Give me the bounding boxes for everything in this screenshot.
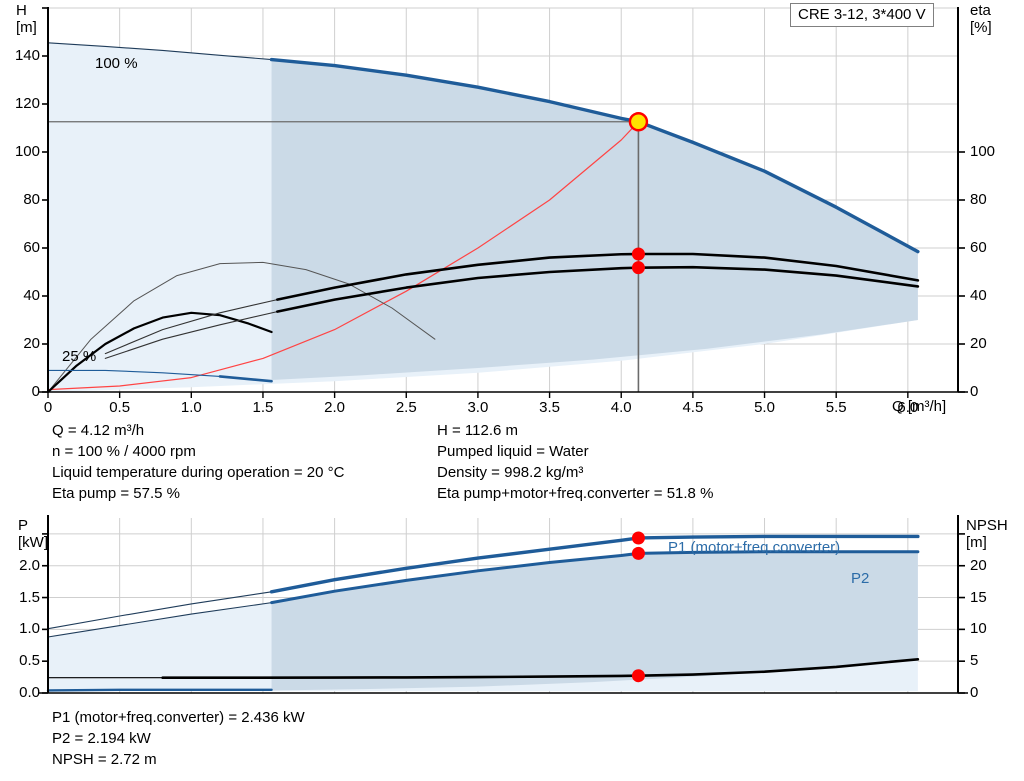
head-x-tick-label: 1.5: [252, 399, 274, 416]
power-curve-npsh: [161, 657, 920, 680]
head-x-tick-label: 4.0: [610, 399, 632, 416]
info-top-left-line-0: Q = 4.12 m³/h: [52, 422, 145, 439]
head-curve-eta-total: [275, 265, 920, 313]
power-y2-axis-title: NPSH [m]: [966, 517, 1008, 551]
info-top-right-line-2: Density = 998.2 kg/m³: [437, 464, 584, 481]
power-y2-tick-label: 0: [970, 684, 979, 701]
info-top-right-line-3: Eta pump+motor+freq.converter = 51.8 %: [437, 485, 714, 502]
head-band-mid: [271, 59, 918, 380]
info-top-left-line-3: Eta pump = 57.5 %: [52, 485, 180, 502]
power-curve-p2-envelope: [47, 602, 273, 638]
head-curve-h: [269, 57, 920, 254]
info-bottom-line-2: NPSH = 2.72 m: [52, 751, 157, 768]
head-y2-tick-label: 0: [970, 383, 979, 400]
head-x-tick-label: 5.5: [825, 399, 847, 416]
power-duty-marker-p2: [631, 546, 645, 560]
power-curve-low: [46, 688, 273, 692]
head-y2-tick-label: 80: [970, 191, 987, 208]
chart-title: CRE 3-12, 3*400 V: [790, 3, 934, 27]
head-x-tick-label: 0.5: [109, 399, 131, 416]
power-y2-tick-label: 15: [970, 588, 987, 606]
head-chart-canvas: [38, 7, 968, 398]
power-duty-marker-npsh: [631, 669, 645, 683]
power-curve-p2: [270, 550, 920, 605]
head-y-axis-symbol: H: [16, 2, 27, 19]
power-y-tick-label: 1.0: [19, 620, 40, 638]
power-chart: P [kW] NPSH [m] P1 (motor+freq.converter) …: [0, 515, 1024, 705]
head-x-tick-label: 2.0: [324, 399, 346, 416]
power-y-axis-unit: [kW]: [18, 534, 48, 551]
head-x-tick-label: 4.5: [682, 399, 704, 416]
power-y-tick-label: 2.0: [19, 556, 40, 574]
head-x-axis-title: Q [m³/h]: [892, 398, 947, 415]
info-bottom-line-0: P1 (motor+freq.converter) = 2.436 kW: [52, 709, 305, 726]
head-y2-axis-symbol: eta: [970, 2, 991, 19]
info-top-left-line-1: n = 100 % / 4000 rpm: [52, 443, 196, 460]
info-top-right-line-1: Pumped liquid = Water: [437, 443, 589, 460]
head-y-tick-label: 0: [31, 383, 40, 400]
power-curve-p1: [269, 534, 920, 594]
head-y-tick-label: 20: [23, 335, 40, 352]
head-y-tick-label: 120: [14, 95, 40, 112]
head-x-tick-label: 5.0: [754, 399, 775, 416]
power-y-axis-title: P [kW]: [18, 517, 48, 551]
speed-label-100: 100 %: [95, 55, 138, 72]
info-bottom: P1 (motor+freq.converter) = 2.436 kW P2 =…: [52, 707, 305, 770]
head-x-tick-label: 6.0: [897, 399, 919, 416]
series-label-p2: P2: [851, 570, 870, 587]
head-y2-axis-title: eta [%]: [970, 2, 992, 36]
head-x-tick-label: 3.0: [467, 399, 489, 416]
head-y2-axis-unit: [%]: [970, 19, 992, 36]
head-y-tick-label: 40: [23, 287, 40, 304]
series-label-p1: P1 (motor+freq.converter): [668, 539, 841, 556]
duty-marker-eta-0: [631, 247, 645, 261]
power-y-tick-label: 1.5: [19, 588, 40, 606]
head-plot-group: [38, 7, 968, 398]
power-y2-tick-label: 5: [970, 652, 979, 670]
head-curve-eta-pump: [275, 252, 920, 301]
head-y2-tick-label: 20: [970, 335, 987, 352]
head-chart: H [m] eta [%] Q [m³/h] CRE 3-12, 3*400 V 1…: [14, 2, 996, 416]
info-bottom-line-1: P2 = 2.194 kW: [52, 730, 151, 747]
power-chart-canvas: [38, 515, 968, 694]
head-y-tick-label: 140: [14, 47, 40, 64]
head-y2-tick-label: 100: [970, 143, 996, 160]
head-y-tick-label: 100: [14, 143, 40, 160]
head-y-axis-title: H [m]: [16, 2, 37, 36]
head-x-tick-label: 0: [43, 399, 53, 416]
power-y2-axis-unit: [m]: [966, 534, 987, 551]
power-y2-axis-symbol: NPSH: [966, 517, 1008, 534]
head-y2-tick-label: 40: [970, 287, 987, 304]
power-plot-group: [38, 515, 968, 694]
duty-point-marker: [628, 112, 649, 132]
info-top-right: H = 112.6 m Pumped liquid = Water Density …: [437, 420, 713, 504]
head-curve-npsh: [47, 121, 640, 391]
head-x-tick-label: 1.0: [180, 399, 202, 416]
power-y-tick-label: 0.0: [19, 684, 40, 701]
head-curve-envelope-upper: [47, 42, 273, 61]
head-curve-eta-envelope: [47, 261, 436, 393]
power-band-mid: [271, 551, 918, 691]
power-duty-marker-p1: [631, 531, 645, 545]
head-y-tick-label: 80: [23, 191, 40, 208]
head-y-axis-unit: [m]: [16, 19, 37, 36]
head-y-tick-label: 60: [23, 239, 40, 256]
power-curve-p1-envelope: [47, 591, 273, 630]
power-y2-tick-label: 10: [970, 620, 987, 638]
power-y-tick-label: 0.5: [19, 652, 40, 670]
head-y2-tick-label: 60: [970, 239, 987, 256]
info-top-left-line-2: Liquid temperature during operation = 20…: [52, 464, 345, 481]
power-y-axis-symbol: P: [18, 517, 29, 534]
info-top-right-line-0: H = 112.6 m: [437, 422, 519, 439]
duty-marker-eta-1: [631, 261, 645, 275]
head-curve-low-thick: [218, 375, 273, 383]
head-x-tick-label: 2.5: [395, 399, 417, 416]
info-top-left: Q = 4.12 m³/h n = 100 % / 4000 rpm Liquid …: [52, 420, 344, 504]
speed-label-25: 25 %: [62, 348, 97, 365]
power-y2-tick-label: 20: [970, 556, 987, 574]
head-x-tick-label: 3.5: [539, 399, 560, 416]
